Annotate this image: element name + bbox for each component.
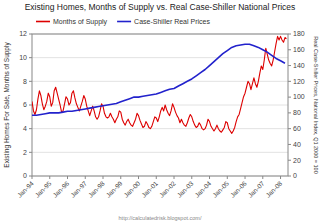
tick-label: Jan-05 bbox=[211, 179, 230, 198]
annotation: http://calculatedrisk.blogspot.com/ bbox=[119, 215, 202, 221]
grid-line bbox=[32, 57, 288, 58]
tick-label: Jan-03 bbox=[175, 179, 194, 198]
tick-label: 4 bbox=[23, 125, 27, 132]
series-line bbox=[32, 36, 286, 133]
grid-line bbox=[32, 152, 288, 153]
tick-label: Jan-96 bbox=[51, 179, 70, 198]
tick-label: 40 bbox=[293, 141, 301, 148]
axis-label: Real Case-Shiller Prices, National Index… bbox=[313, 36, 319, 173]
legend: Months of Supply Case-Shiller Real Prices bbox=[36, 18, 210, 26]
tick-label: 180 bbox=[293, 30, 305, 37]
tick-label: Jan-01 bbox=[140, 179, 159, 198]
grid-line bbox=[32, 81, 288, 82]
tick-label: 140 bbox=[293, 62, 305, 69]
tick-label: Jan-95 bbox=[33, 179, 52, 198]
legend-swatch bbox=[36, 21, 50, 23]
tick-label: Jan-04 bbox=[193, 179, 212, 198]
tick-label: 2 bbox=[23, 149, 27, 156]
tick-label: 8 bbox=[23, 78, 27, 85]
series-line bbox=[32, 44, 285, 115]
tick-label: 0 bbox=[293, 172, 297, 179]
tick-label: 20 bbox=[293, 157, 301, 164]
tick-label: 0 bbox=[23, 172, 27, 179]
tick-label: 60 bbox=[293, 125, 301, 132]
grid-line bbox=[32, 128, 288, 129]
plot-area bbox=[32, 34, 288, 176]
tick-label: 120 bbox=[293, 78, 305, 85]
series-group bbox=[32, 36, 286, 133]
tick-label: Jan-07 bbox=[246, 179, 265, 198]
axis-label: Existing Homes For Sale, Months of Suppl… bbox=[3, 42, 11, 168]
legend-swatch bbox=[117, 21, 131, 23]
grid-line bbox=[32, 105, 288, 106]
legend-label: Case-Shiller Real Prices bbox=[134, 18, 210, 25]
tick-label: Jan-94 bbox=[16, 179, 35, 198]
tick-label: 12 bbox=[19, 30, 27, 37]
title: Existing Homes, Months of Supply vs. Rea… bbox=[25, 2, 296, 12]
tick-label: 80 bbox=[293, 109, 301, 116]
chart: 024681012020406080100120140160180Jan-94J… bbox=[0, 0, 320, 223]
tick-label: 100 bbox=[293, 93, 305, 100]
tick-label: Jan-00 bbox=[122, 179, 141, 198]
plot-frame bbox=[32, 34, 288, 176]
tick-label: Jan-99 bbox=[104, 179, 123, 198]
tick-label: Jan-02 bbox=[158, 179, 177, 198]
tick-label: Jan-06 bbox=[229, 179, 248, 198]
tick-label: 10 bbox=[19, 54, 27, 61]
legend-label: Months of Supply bbox=[53, 18, 108, 26]
tick-label: 160 bbox=[293, 46, 305, 53]
tick-label: Jan-08 bbox=[264, 179, 283, 198]
tick-label: 6 bbox=[23, 101, 27, 108]
tick-label: Jan-98 bbox=[87, 179, 106, 198]
tick-label: Jan-97 bbox=[69, 179, 88, 198]
